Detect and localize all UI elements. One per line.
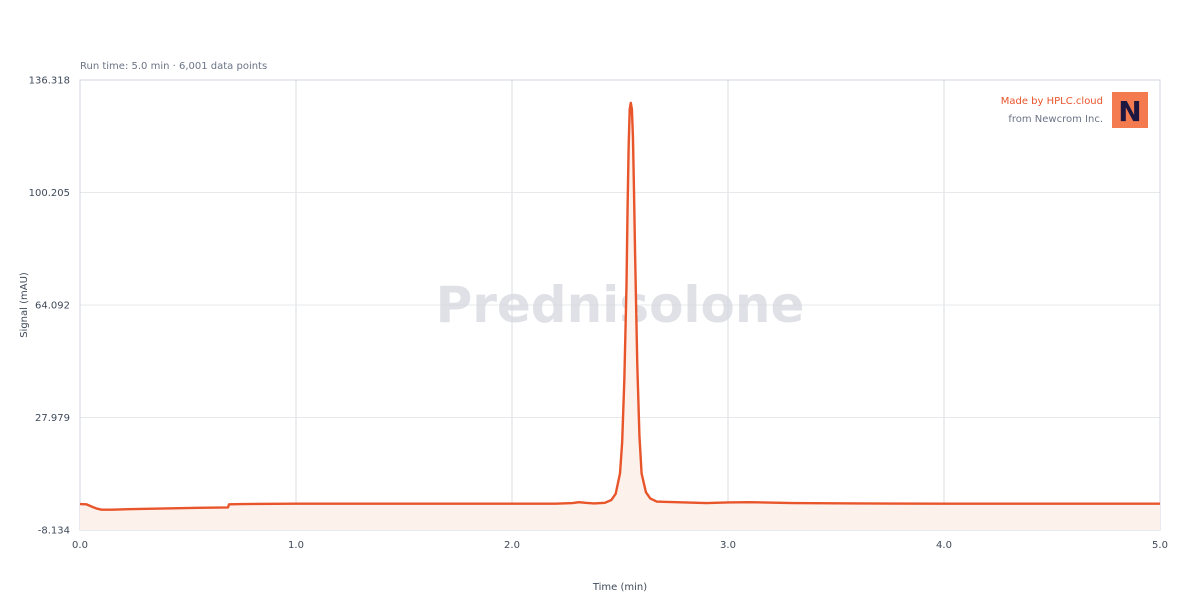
hplc-credit[interactable]: Made by HPLC.cloud from Newcrom Inc. N xyxy=(1001,92,1148,128)
x-tick-label: 0.0 xyxy=(72,540,88,551)
y-tick-label: 64.092 xyxy=(35,301,70,312)
chart-subtitle: Run time: 5.0 min · 6,001 data points xyxy=(80,61,267,72)
y-tick-label: 27.979 xyxy=(35,413,70,424)
x-tick-label: 2.0 xyxy=(504,540,520,551)
x-tick-label: 5.0 xyxy=(1152,540,1168,551)
newcrom-logo-icon[interactable] xyxy=(1112,92,1148,128)
x-axis-label: Time (min) xyxy=(592,582,647,593)
y-tick-label: -8.134 xyxy=(38,526,70,537)
x-axis-ticks: 0.0 1.0 2.0 3.0 4.0 5.0 xyxy=(72,540,1168,551)
x-tick-label: 1.0 xyxy=(288,540,304,551)
y-axis-ticks: -8.134 27.979 64.092 100.205 136.318 xyxy=(29,76,70,537)
y-axis-label: Signal (mAU) xyxy=(19,272,30,338)
grid xyxy=(80,80,1160,530)
x-tick-label: 4.0 xyxy=(936,540,952,551)
newcrom-logo-letter: N xyxy=(1118,95,1141,128)
from-company-text: from Newcrom Inc. xyxy=(1008,114,1103,125)
y-tick-label: 136.318 xyxy=(29,76,70,87)
made-by-link[interactable]: Made by HPLC.cloud xyxy=(1001,96,1103,107)
compound-watermark: Prednisolone xyxy=(436,276,805,334)
y-tick-label: 100.205 xyxy=(29,188,70,199)
x-tick-label: 3.0 xyxy=(720,540,736,551)
signal-trace-line xyxy=(79,101,1160,511)
